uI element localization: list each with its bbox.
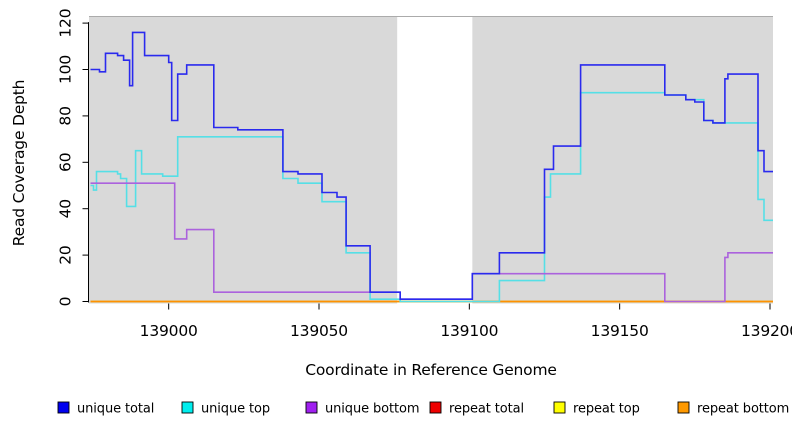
x-tick-label: 139200 bbox=[741, 322, 792, 340]
y-tick-label: 20 bbox=[57, 245, 75, 264]
y-tick-label: 80 bbox=[57, 106, 75, 125]
x-axis-label: Coordinate in Reference Genome bbox=[305, 361, 557, 379]
y-tick-label: 100 bbox=[57, 55, 75, 84]
legend-swatch-repeat-bottom bbox=[677, 401, 690, 414]
y-axis-label: Read Coverage Depth bbox=[10, 79, 28, 247]
plot-background bbox=[89, 16, 398, 304]
y-tick-label: 60 bbox=[57, 153, 75, 172]
legend-label-unique-bottom: unique bottom bbox=[325, 402, 419, 417]
y-tick-label: 40 bbox=[57, 199, 75, 218]
x-tick-label: 139150 bbox=[591, 322, 649, 340]
legend-label-unique-top: unique top bbox=[201, 402, 270, 417]
legend-swatch-unique-total bbox=[57, 401, 70, 414]
legend-swatch-unique-bottom bbox=[305, 401, 318, 414]
legend-swatch-repeat-top bbox=[553, 401, 566, 414]
x-tick-label: 139050 bbox=[290, 322, 348, 340]
series-line-unique-total bbox=[90, 31, 773, 300]
plot-background bbox=[472, 16, 773, 304]
legend-label-repeat-total: repeat total bbox=[449, 402, 524, 417]
legend-label-unique-total: unique total bbox=[77, 402, 154, 417]
x-tick-label: 139100 bbox=[440, 322, 498, 340]
legend-swatch-unique-top bbox=[181, 401, 194, 414]
legend-label-repeat-top: repeat top bbox=[573, 402, 640, 417]
y-tick-label: 0 bbox=[57, 297, 75, 307]
y-tick-label: 120 bbox=[57, 9, 75, 38]
x-tick-label: 139000 bbox=[140, 322, 198, 340]
legend-swatch-repeat-total bbox=[429, 401, 442, 414]
legend-label-repeat-bottom: repeat bottom bbox=[697, 402, 789, 417]
